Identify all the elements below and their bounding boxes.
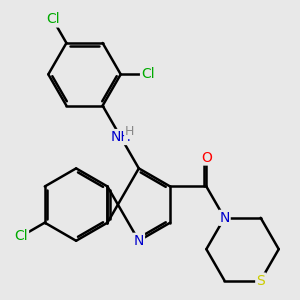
Text: O: O	[201, 151, 212, 164]
Text: H: H	[125, 125, 134, 138]
Text: N: N	[134, 234, 144, 248]
Text: NH: NH	[110, 130, 131, 144]
Text: Cl: Cl	[14, 229, 28, 243]
Text: S: S	[256, 274, 265, 287]
Text: N: N	[219, 211, 230, 225]
Text: Cl: Cl	[46, 13, 60, 26]
Text: Cl: Cl	[141, 67, 155, 81]
